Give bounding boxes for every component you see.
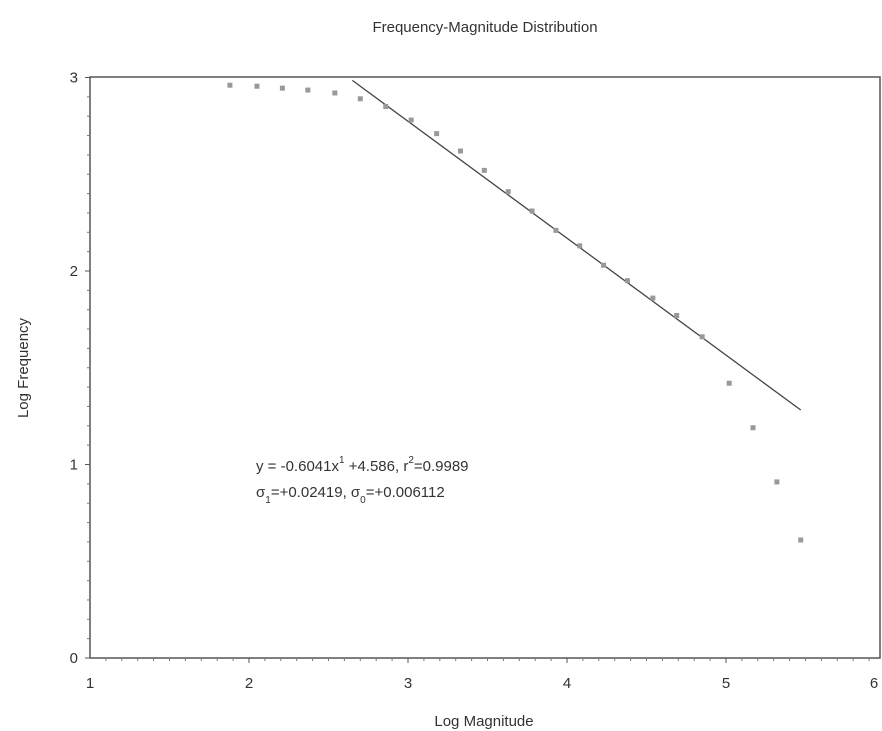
fit-error-sub1: 1 — [265, 495, 271, 506]
fit-errors: σ1=+0.02419, σ0=+0.006112 — [256, 484, 445, 506]
chart-title: Frequency-Magnitude Distribution — [372, 19, 597, 36]
data-point — [601, 262, 607, 268]
x-tick-label: 1 — [86, 675, 94, 692]
y-tick-label: 1 — [70, 457, 78, 474]
data-point — [699, 334, 705, 340]
y-axis-ticks: 0 1 2 3 — [70, 70, 90, 667]
fit-line — [351, 79, 802, 411]
data-point — [434, 131, 440, 137]
data-points — [227, 82, 804, 543]
data-point — [457, 148, 463, 154]
x-tick-label: 6 — [870, 675, 878, 692]
data-point — [726, 380, 732, 386]
fit-equation-r2-exp: 2 — [408, 455, 414, 466]
data-point — [577, 243, 583, 249]
y-tick-label: 0 — [70, 650, 78, 667]
x-tick-label: 3 — [404, 675, 412, 692]
fit-error-sigma1: σ — [256, 484, 266, 501]
data-point — [750, 425, 756, 431]
data-point — [481, 167, 487, 173]
fit-equation-exp: 1 — [339, 455, 345, 466]
data-point — [624, 278, 630, 284]
fit-error-sub2: 0 — [360, 495, 366, 506]
fit-error-end: =+0.006112 — [366, 484, 445, 501]
y-tick-label: 2 — [70, 263, 78, 280]
x-axis-ticks: 1 2 3 4 5 6 — [86, 658, 878, 692]
fit-equation: y = -0.6041x1 +4.586, r2=0.9989 — [256, 455, 469, 475]
x-tick-label: 4 — [563, 675, 571, 692]
data-point — [774, 479, 780, 485]
data-point — [650, 295, 656, 301]
x-axis-label: Log Magnitude — [434, 713, 533, 730]
data-point — [279, 85, 285, 91]
data-point — [357, 96, 363, 102]
y-tick-label: 3 — [70, 70, 78, 87]
data-point — [227, 82, 233, 88]
data-point — [305, 87, 311, 93]
fit-error-mid: =+0.02419, σ — [271, 484, 361, 501]
data-point — [332, 90, 338, 96]
data-point — [383, 104, 389, 110]
data-point — [408, 117, 414, 123]
data-point — [674, 313, 680, 319]
y-axis-label: Log Frequency — [15, 317, 32, 418]
data-point — [798, 537, 804, 543]
data-point — [254, 83, 260, 89]
fit-equation-r2: =0.9989 — [414, 458, 469, 475]
x-tick-label: 5 — [722, 675, 730, 692]
x-tick-label: 2 — [245, 675, 253, 692]
data-point — [553, 227, 559, 233]
plot-frame — [89, 76, 881, 659]
fit-equation-intercept: +4.586, r — [345, 458, 409, 475]
data-point — [529, 208, 535, 214]
fit-equation-main: y = -0.6041x — [256, 458, 339, 475]
data-point — [505, 189, 511, 195]
